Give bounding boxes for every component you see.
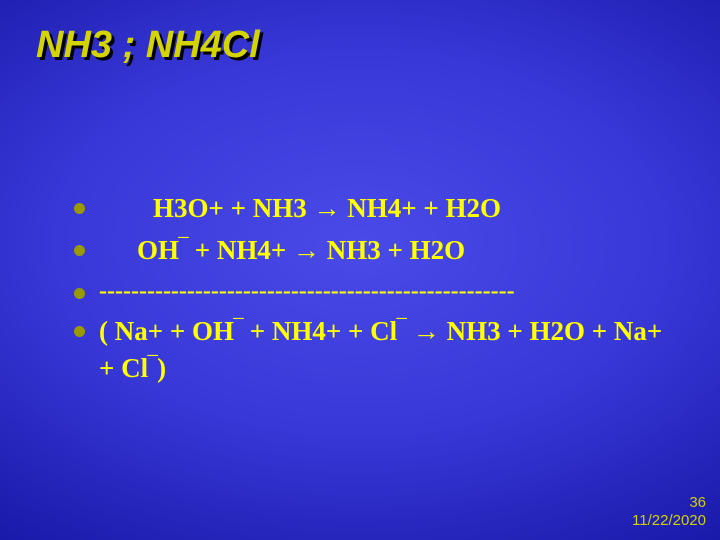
bullet-item: ( Na+ + OH‾ + NH4+ + Cl‾ → NH3 + H2O + N… xyxy=(74,313,680,386)
bullet-divider: ----------------------------------------… xyxy=(99,275,680,307)
slide-footer: 36 11/22/2020 xyxy=(632,494,706,530)
bullet-item: H3O+ + NH3 → NH4+ + H2O xyxy=(74,190,680,226)
slide-date: 11/22/2020 xyxy=(632,512,706,530)
bullet-text: OH‾ + NH4+ → NH3 + H2O xyxy=(99,232,680,268)
slide-content: H3O+ + NH3 → NH4+ + H2O OH‾ + NH4+ → NH3… xyxy=(74,190,680,392)
bullet-item: ----------------------------------------… xyxy=(74,275,680,307)
bullet-text: H3O+ + NH3 → NH4+ + H2O xyxy=(99,190,680,226)
bullet-text: ( Na+ + OH‾ + NH4+ + Cl‾ → NH3 + H2O + N… xyxy=(99,313,680,386)
bullet-dot-icon xyxy=(74,245,85,256)
slide-title: NH3 ; NH4Cl xyxy=(36,24,260,67)
page-number: 36 xyxy=(632,494,706,512)
bullet-dot-icon xyxy=(74,288,85,299)
bullet-dot-icon xyxy=(74,203,85,214)
bullet-dot-icon xyxy=(74,326,85,337)
bullet-item: OH‾ + NH4+ → NH3 + H2O xyxy=(74,232,680,268)
